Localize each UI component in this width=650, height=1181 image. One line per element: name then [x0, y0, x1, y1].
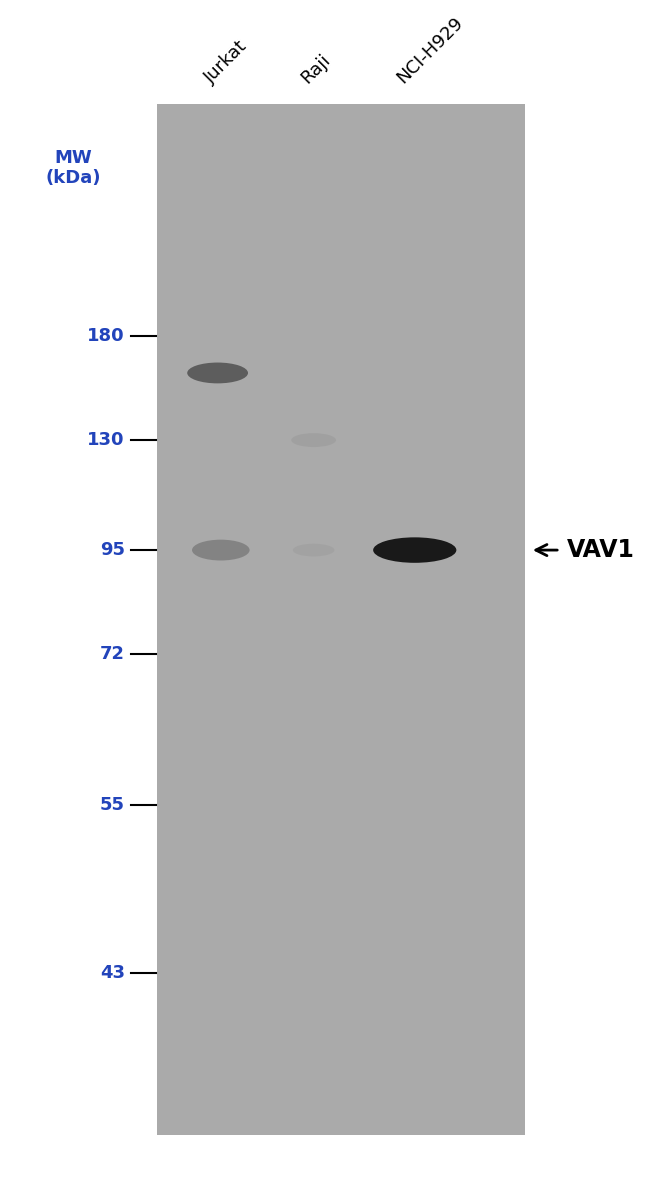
Ellipse shape: [291, 433, 336, 448]
Ellipse shape: [373, 537, 456, 563]
Text: NCI-H929: NCI-H929: [394, 14, 467, 87]
Text: 130: 130: [87, 431, 125, 449]
Text: Jurkat: Jurkat: [202, 38, 252, 87]
Ellipse shape: [293, 543, 335, 556]
Text: MW
(kDa): MW (kDa): [46, 149, 101, 188]
Text: Raji: Raji: [298, 51, 334, 87]
Text: 95: 95: [100, 541, 125, 559]
FancyBboxPatch shape: [157, 104, 525, 1135]
Ellipse shape: [187, 363, 248, 384]
Text: 43: 43: [100, 964, 125, 981]
Text: 180: 180: [87, 327, 125, 345]
Ellipse shape: [387, 798, 458, 811]
Text: 55: 55: [100, 796, 125, 814]
Text: 72: 72: [100, 645, 125, 664]
Text: VAV1: VAV1: [566, 539, 634, 562]
Ellipse shape: [192, 540, 250, 561]
Ellipse shape: [384, 433, 454, 446]
